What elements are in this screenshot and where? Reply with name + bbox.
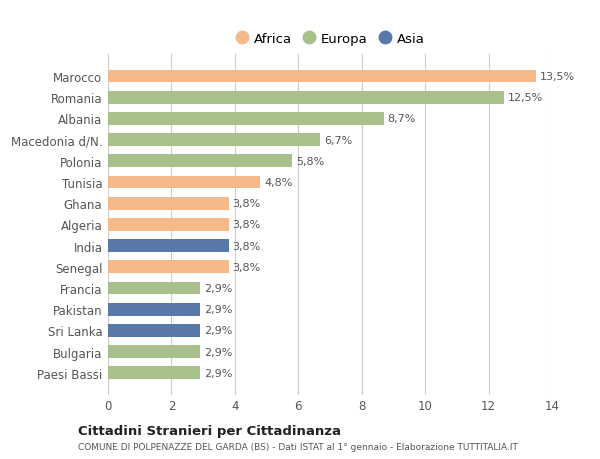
Text: Cittadini Stranieri per Cittadinanza: Cittadini Stranieri per Cittadinanza	[78, 424, 341, 437]
Bar	[108, 197, 229, 210]
Bar	[108, 367, 200, 379]
Legend: Africa, Europa, Asia: Africa, Europa, Asia	[230, 28, 430, 51]
Text: 2,9%: 2,9%	[204, 304, 232, 314]
Text: 6,7%: 6,7%	[324, 135, 353, 146]
Text: 2,9%: 2,9%	[204, 368, 232, 378]
Text: 3,8%: 3,8%	[232, 220, 260, 230]
Text: COMUNE DI POLPENAZZE DEL GARDA (BS) - Dati ISTAT al 1° gennaio - Elaborazione TU: COMUNE DI POLPENAZZE DEL GARDA (BS) - Da…	[78, 442, 518, 451]
Bar	[108, 261, 229, 274]
Bar	[108, 240, 229, 252]
Text: 13,5%: 13,5%	[540, 72, 575, 82]
Text: 12,5%: 12,5%	[508, 93, 544, 103]
Text: 4,8%: 4,8%	[264, 178, 292, 188]
Text: 2,9%: 2,9%	[204, 347, 232, 357]
Text: 5,8%: 5,8%	[296, 157, 324, 167]
Bar	[108, 303, 200, 316]
Bar	[108, 134, 320, 147]
Text: 3,8%: 3,8%	[232, 241, 260, 251]
Bar	[108, 346, 200, 358]
Bar	[108, 176, 260, 189]
Text: 2,9%: 2,9%	[204, 326, 232, 336]
Text: 2,9%: 2,9%	[204, 283, 232, 293]
Bar	[108, 113, 384, 125]
Bar	[108, 155, 292, 168]
Bar	[108, 282, 200, 295]
Text: 3,8%: 3,8%	[232, 199, 260, 209]
Text: 8,7%: 8,7%	[388, 114, 416, 124]
Bar	[108, 325, 200, 337]
Bar	[108, 71, 536, 83]
Bar	[108, 218, 229, 231]
Text: 3,8%: 3,8%	[232, 262, 260, 272]
Bar	[108, 92, 505, 104]
